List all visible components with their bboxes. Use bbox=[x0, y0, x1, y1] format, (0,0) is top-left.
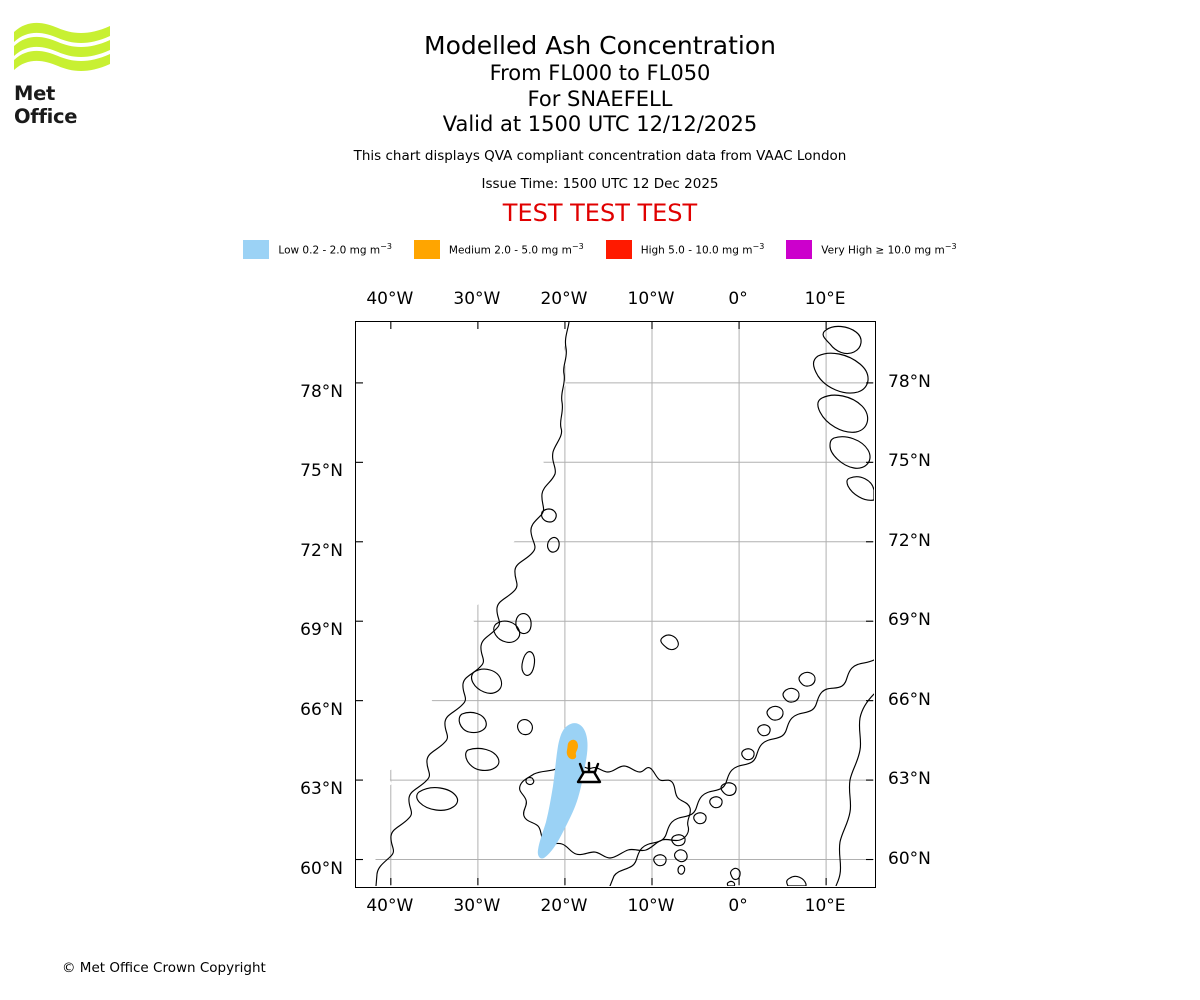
svalbard-south bbox=[829, 436, 871, 469]
chart-header: Modelled Ash Concentration From FL000 to… bbox=[0, 0, 1200, 227]
norwegian-islet-1 bbox=[757, 724, 771, 737]
page-title: Modelled Ash Concentration bbox=[424, 31, 776, 60]
test-banner: TEST TEST TEST bbox=[502, 198, 698, 227]
legend-high-label: High 5.0 - 10.0 mg m−3 bbox=[640, 242, 765, 257]
greenland-islet-4 bbox=[521, 651, 536, 676]
legend-medium-label: Medium 2.0 - 5.0 mg m−3 bbox=[448, 242, 584, 257]
legend-low-swatch bbox=[243, 240, 270, 259]
greenland-islet-3 bbox=[515, 613, 532, 635]
coastlines bbox=[356, 322, 874, 886]
lon-label-top-0°: 0° bbox=[728, 289, 748, 309]
norwegian-islet-7 bbox=[653, 854, 667, 867]
lon-label-top-20°W: 20°W bbox=[540, 289, 588, 309]
greenland-islet-10 bbox=[416, 787, 459, 811]
greenland-islet-5 bbox=[517, 719, 533, 736]
met-office-logo-text: Met Office bbox=[14, 82, 78, 128]
legend-very-high-label: Very High ≥ 10.0 mg m−3 bbox=[821, 242, 957, 257]
greenland-east-coast bbox=[375, 322, 570, 886]
greenland-islet-7 bbox=[471, 668, 503, 694]
concentration-legend: Low 0.2 - 2.0 mg m−3 Medium 2.0 - 5.0 mg … bbox=[0, 240, 1200, 259]
lat-label-right-75°N: 75°N bbox=[888, 451, 931, 472]
orkney-islands bbox=[726, 880, 736, 886]
legend-low-label: Low 0.2 - 2.0 mg m−3 bbox=[278, 242, 392, 257]
lat-label-right-72°N: 72°N bbox=[888, 530, 931, 551]
bear-island-area bbox=[846, 476, 874, 501]
lat-label-right-66°N: 66°N bbox=[888, 689, 931, 710]
copyright-notice: © Met Office Crown Copyright bbox=[62, 960, 266, 976]
scandinavia-south-coast bbox=[786, 875, 807, 886]
svalbard-north bbox=[822, 325, 862, 355]
faroe-islands-south bbox=[677, 864, 686, 875]
lon-label-top-40°W: 40°W bbox=[366, 289, 414, 309]
lon-label-top-10°E: 10°E bbox=[804, 289, 846, 309]
volcano-name-line: For SNAEFELL bbox=[527, 86, 673, 111]
vesteralen-islands bbox=[798, 671, 816, 687]
lat-label-left-66°N: 66°N bbox=[300, 699, 343, 720]
ash-plume-low-concentration bbox=[537, 723, 588, 859]
lat-label-left-72°N: 72°N bbox=[300, 540, 343, 561]
lat-label-right-60°N: 60°N bbox=[888, 848, 931, 869]
lat-label-left-63°N: 63°N bbox=[300, 779, 343, 800]
greenland-islet-1 bbox=[540, 508, 557, 523]
lon-label-bottom-30°W: 30°W bbox=[453, 896, 501, 916]
lon-label-bottom-40°W: 40°W bbox=[366, 896, 414, 916]
svalbard-spitsbergen bbox=[812, 352, 869, 394]
lofoten-islands-west bbox=[766, 705, 784, 721]
met-office-logo: Met Office bbox=[12, 22, 122, 128]
met-office-waves-icon bbox=[14, 22, 110, 71]
legend-very-high: Very High ≥ 10.0 mg m−3 bbox=[786, 240, 957, 259]
norwegian-islet-6 bbox=[671, 834, 686, 847]
svalbard-central bbox=[817, 394, 869, 433]
lat-label-left-69°N: 69°N bbox=[300, 620, 343, 641]
greenland-islet-6 bbox=[493, 620, 521, 643]
lon-label-bottom-20°W: 20°W bbox=[540, 896, 588, 916]
volcano-icon bbox=[576, 761, 602, 784]
ash-plume-medium-concentration bbox=[566, 739, 578, 760]
norway-west-coast bbox=[609, 659, 874, 886]
valid-at-line: Valid at 1500 UTC 12/12/2025 bbox=[442, 112, 758, 136]
greenland-islet-2 bbox=[547, 536, 560, 553]
lat-label-right-69°N: 69°N bbox=[888, 610, 931, 631]
iceland-coastline bbox=[519, 765, 691, 859]
norwegian-islet-4 bbox=[709, 796, 723, 809]
lofoten-islands bbox=[782, 687, 800, 703]
issue-time: Issue Time: 1500 UTC 12 Dec 2025 bbox=[481, 175, 719, 192]
axis-ticks bbox=[356, 322, 873, 885]
legend-medium-swatch bbox=[413, 240, 440, 259]
legend-low: Low 0.2 - 2.0 mg m−3 bbox=[243, 240, 392, 259]
greenland-islet-8 bbox=[458, 711, 487, 734]
norwegian-islet-2 bbox=[741, 748, 755, 761]
ash-concentration-map bbox=[355, 321, 876, 888]
legend-medium: Medium 2.0 - 5.0 mg m−3 bbox=[413, 240, 584, 259]
norwegian-islet-3 bbox=[720, 782, 737, 796]
norwegian-islet-5 bbox=[693, 812, 707, 825]
lat-label-right-63°N: 63°N bbox=[888, 769, 931, 790]
lat-label-left-78°N: 78°N bbox=[300, 381, 343, 402]
jan-mayen bbox=[660, 634, 679, 651]
map-canvas bbox=[356, 322, 874, 886]
lon-label-bottom-10°W: 10°W bbox=[627, 896, 675, 916]
lon-label-bottom-0°: 0° bbox=[728, 896, 748, 916]
legend-high: High 5.0 - 10.0 mg m−3 bbox=[605, 240, 765, 259]
flight-level-range: From FL000 to FL050 bbox=[489, 61, 711, 85]
faroe-islands bbox=[674, 849, 688, 863]
sweden-norway-border-coast bbox=[835, 693, 874, 886]
lat-label-right-78°N: 78°N bbox=[888, 371, 931, 392]
legend-high-swatch bbox=[605, 240, 632, 259]
greenland-islet-9 bbox=[465, 747, 500, 771]
greenland-fill bbox=[356, 322, 569, 882]
lon-label-top-30°W: 30°W bbox=[453, 289, 501, 309]
shetland-islands bbox=[729, 867, 741, 881]
iceland-nw-detail bbox=[525, 777, 535, 786]
lon-label-top-10°W: 10°W bbox=[627, 289, 675, 309]
lat-label-left-60°N: 60°N bbox=[300, 858, 343, 879]
legend-very-high-swatch bbox=[786, 240, 813, 259]
lat-label-left-75°N: 75°N bbox=[300, 461, 343, 482]
qva-compliance-note: This chart displays QVA compliant concen… bbox=[353, 147, 847, 164]
lon-label-bottom-10°E: 10°E bbox=[804, 896, 846, 916]
